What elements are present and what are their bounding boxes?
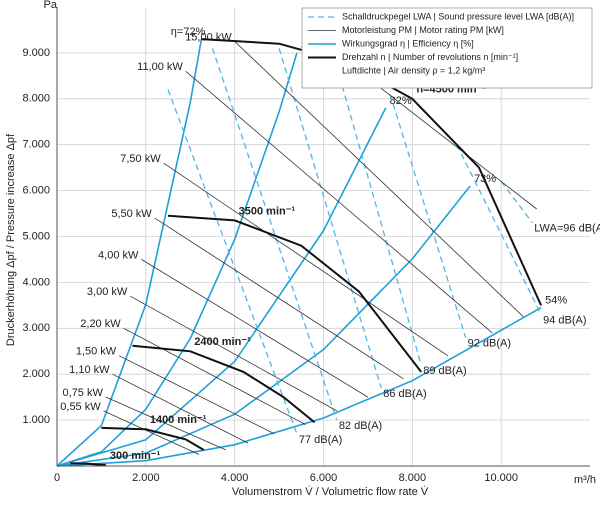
efficiency-label: 54% <box>545 295 567 307</box>
y-axis-title: Druckerhöhung Δpf / Pressure increase Δp… <box>5 133 17 346</box>
x-tick-label: 8.000 <box>399 472 427 484</box>
speed-label: 300 min⁻¹ <box>110 450 161 462</box>
y-tick-label: 5.000 <box>22 230 50 242</box>
power-label: 2,20 kW <box>80 318 121 330</box>
power-label: 3,00 kW <box>87 286 128 298</box>
y-tick-label: 2.000 <box>22 368 50 380</box>
power-label: 7,50 kW <box>120 153 161 165</box>
y-tick-label: 1.000 <box>22 414 50 426</box>
sound-curve <box>456 144 542 315</box>
x-tick-label: 4.000 <box>221 472 249 484</box>
power-curve <box>141 259 369 398</box>
efficiency-label: 82% <box>390 95 412 107</box>
y-tick-label: 8.000 <box>22 93 50 105</box>
y-unit: Pa <box>44 0 58 11</box>
sound-label: 89 dB(A) <box>423 365 466 377</box>
sound-label: 92 dB(A) <box>468 337 511 349</box>
efficiency-curve <box>56 52 298 467</box>
y-tick-label: 6.000 <box>22 185 50 197</box>
curves: η=72%81%82%73%54%77 dB(A)82 dB(A)86 dB(A… <box>56 26 600 467</box>
speed-curve <box>101 426 205 451</box>
legend-label: Luftdichte | Air density ρ = 1,2 kg/m³ <box>342 65 485 75</box>
sound-label: 86 dB(A) <box>383 388 426 400</box>
power-curve <box>376 84 537 210</box>
legend-label: Schalldruckpegel LWA | Sound pressure le… <box>342 11 574 21</box>
power-label: 15,00 kW <box>185 31 232 43</box>
legend: Schalldruckpegel LWA | Sound pressure le… <box>308 11 574 75</box>
power-label: 4,00 kW <box>98 249 139 261</box>
power-curve <box>234 41 524 318</box>
sound-label: 94 dB(A) <box>543 314 586 326</box>
power-curve <box>130 295 337 412</box>
sound-curve <box>278 48 382 389</box>
power-label: 11,00 kW <box>137 61 183 73</box>
power-curve <box>103 410 200 455</box>
power-curve <box>123 327 306 426</box>
x-tick-label: 0 <box>54 472 60 484</box>
legend-label: Wirkungsgrad η | Efficiency η [%] <box>342 38 474 48</box>
power-label: 1,10 kW <box>69 364 110 376</box>
x-tick-label: 6.000 <box>310 472 338 484</box>
grid: 0 2.000 4.000 6.000 8.000 10.000 1.000 2.000 3.0… <box>22 7 590 484</box>
y-tick-label: 9.000 <box>22 47 50 59</box>
y-tick-label: 3.000 <box>22 322 50 334</box>
efficiency-label: η=72% <box>171 26 206 38</box>
power-curve <box>119 355 275 435</box>
power-label: 0,75 kW <box>62 387 103 399</box>
x-tick-label: 2.000 <box>132 472 160 484</box>
sound-curve <box>167 89 298 435</box>
sound-curve <box>211 48 338 421</box>
x-unit: m³/h <box>574 474 596 486</box>
speed-curve <box>70 462 106 467</box>
power-curve <box>154 217 404 380</box>
legend-box <box>301 7 593 89</box>
speed-label: 2400 min⁻¹ <box>194 336 251 348</box>
x-tick-label: 10.000 <box>484 472 518 484</box>
sound-curve <box>500 181 533 224</box>
sound-curve <box>336 66 422 366</box>
x-axis-title: Volumenstrom V̇ / Volumetric flow rate V… <box>232 485 429 498</box>
speed-label: 1400 min⁻¹ <box>150 414 207 426</box>
power-label: 0,55 kW <box>60 401 101 413</box>
sound-label: LWA=96 dB(A) <box>534 223 600 235</box>
efficiency-curve <box>56 306 542 467</box>
y-tick-label: 7.000 <box>22 139 50 151</box>
power-label: 5,50 kW <box>111 208 152 220</box>
power-curve <box>105 396 226 451</box>
power-curve <box>112 373 249 444</box>
speed-curve <box>167 214 422 373</box>
power-curve <box>185 70 493 334</box>
sound-curve <box>389 94 467 338</box>
speed-label: 3500 min⁻¹ <box>239 205 296 217</box>
efficiency-curve <box>56 107 387 467</box>
power-curve <box>163 162 449 357</box>
power-label: 1,50 kW <box>76 346 117 358</box>
legend-label: Drehzahl n | Number of revolutions n [mi… <box>342 52 518 62</box>
speed-curve <box>132 344 316 424</box>
y-tick-label: 4.000 <box>22 276 50 288</box>
sound-label: 77 dB(A) <box>299 434 342 446</box>
legend-label: Motorleistung PM | Motor rating PM [kW] <box>342 25 504 35</box>
sound-label: 82 dB(A) <box>339 420 382 432</box>
efficiency-curve <box>56 185 471 467</box>
